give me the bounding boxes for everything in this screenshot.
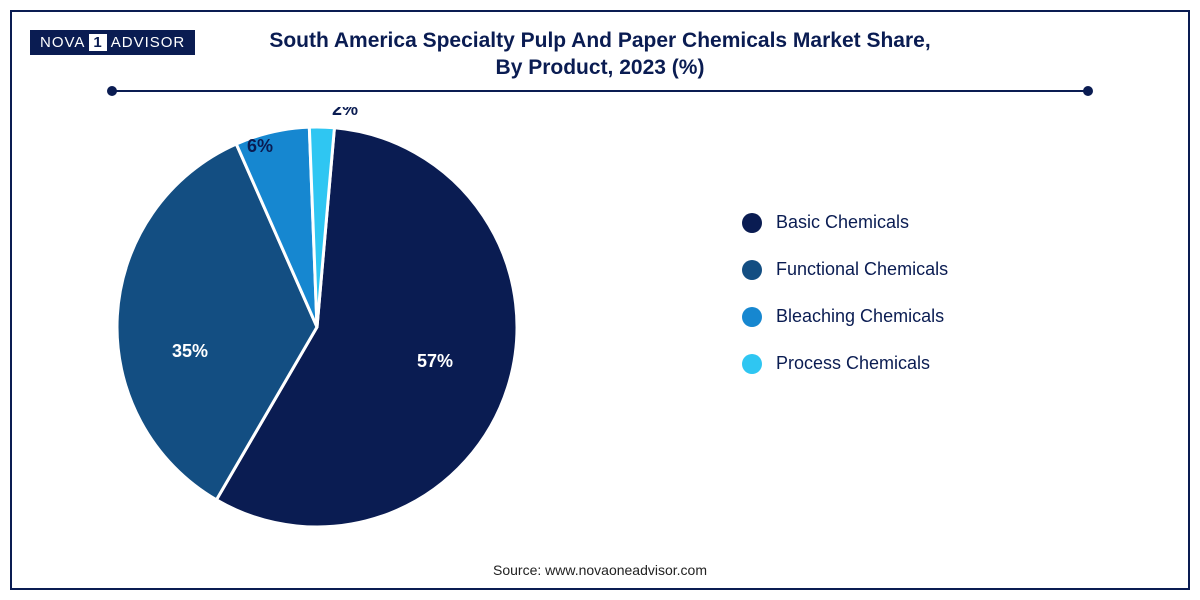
title-line2: By Product, 2023 (%) bbox=[12, 54, 1188, 81]
legend-item: Bleaching Chemicals bbox=[742, 306, 948, 327]
legend-item: Functional Chemicals bbox=[742, 259, 948, 280]
chart-title: South America Specialty Pulp And Paper C… bbox=[12, 27, 1188, 82]
legend-dot bbox=[742, 354, 762, 374]
slice-label: 57% bbox=[417, 351, 453, 371]
slice-label: 35% bbox=[172, 341, 208, 361]
pie-svg: 57% 35% 6% 2% bbox=[102, 107, 532, 537]
legend-item: Basic Chemicals bbox=[742, 212, 948, 233]
title-rule bbox=[112, 90, 1088, 92]
legend-dot bbox=[742, 307, 762, 327]
legend-item: Process Chemicals bbox=[742, 353, 948, 374]
legend-label: Process Chemicals bbox=[776, 353, 930, 374]
slice-label: 6% bbox=[247, 136, 273, 156]
legend-dot bbox=[742, 260, 762, 280]
legend-label: Bleaching Chemicals bbox=[776, 306, 944, 327]
slice-label: 2% bbox=[332, 107, 358, 119]
source-text: Source: www.novaoneadvisor.com bbox=[12, 562, 1188, 578]
legend-label: Functional Chemicals bbox=[776, 259, 948, 280]
legend: Basic Chemicals Functional Chemicals Bleac… bbox=[742, 212, 948, 374]
legend-dot bbox=[742, 213, 762, 233]
title-line1: South America Specialty Pulp And Paper C… bbox=[12, 27, 1188, 54]
chart-frame: NOVA 1 ADVISOR South America Specialty P… bbox=[10, 10, 1190, 590]
pie-chart: 57% 35% 6% 2% bbox=[102, 107, 532, 537]
legend-label: Basic Chemicals bbox=[776, 212, 909, 233]
